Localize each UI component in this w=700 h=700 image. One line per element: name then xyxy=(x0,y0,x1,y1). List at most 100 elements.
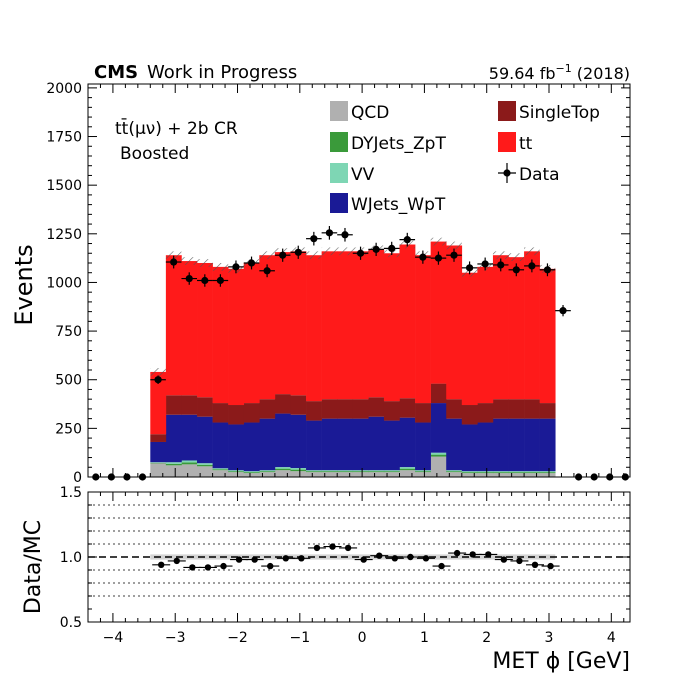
legend: QCD SingleTop DYJets_ZpT tt VV Data WJets_WpT xyxy=(330,101,600,215)
x-tick-label: 4 xyxy=(607,630,616,646)
ratio-point xyxy=(282,555,289,562)
bar-singletop xyxy=(197,397,213,417)
bar-singletop xyxy=(259,399,276,419)
mc-uncertainty-bin xyxy=(430,237,447,246)
bar-singletop xyxy=(321,399,338,419)
bar-vv xyxy=(524,471,540,473)
bar-qcd xyxy=(383,472,400,477)
x-tick-label: −2 xyxy=(227,630,248,646)
main-frame xyxy=(87,83,631,478)
bar-qcd xyxy=(165,465,182,477)
ratio-point xyxy=(173,557,180,565)
bar-vv xyxy=(492,471,509,473)
legend-label-tt: tt xyxy=(519,134,533,154)
ratio-point xyxy=(298,555,305,562)
bar-wjets-wpt xyxy=(415,422,431,471)
bar-tt xyxy=(259,255,276,400)
ratio-point xyxy=(453,549,461,557)
bar-vv xyxy=(352,470,369,472)
ratio-tick-label: 0.5 xyxy=(60,615,82,631)
ratio-point xyxy=(189,564,196,571)
bar-dyjets-zpt xyxy=(383,471,400,473)
ratio-ylabel: Data/MC xyxy=(21,520,46,614)
bar-wjets-wpt xyxy=(492,418,509,472)
main-ticks xyxy=(87,84,630,478)
bar-singletop xyxy=(181,395,198,415)
legend-label-vv: VV xyxy=(351,165,375,185)
bar-wjets-wpt xyxy=(337,418,354,471)
data-point xyxy=(528,262,536,270)
bar-qcd xyxy=(321,472,338,477)
data-point xyxy=(279,251,287,259)
bar-dyjets-zpt xyxy=(399,468,416,471)
x-tick-label: 1 xyxy=(420,630,429,646)
bar-wjets-wpt xyxy=(399,417,416,468)
bar-tt xyxy=(243,262,260,404)
ratio-point xyxy=(267,562,274,570)
bar-singletop xyxy=(290,395,307,415)
bar-tt xyxy=(461,272,478,406)
cms-label: CMS xyxy=(94,62,138,83)
data-point xyxy=(170,258,178,266)
mc-uncertainty-bin xyxy=(524,247,540,256)
bar-singletop xyxy=(368,397,385,417)
x-tick-label: −4 xyxy=(103,630,124,646)
bar-singletop xyxy=(399,398,416,418)
x-tick-label: −1 xyxy=(289,630,310,646)
bar-singletop xyxy=(430,383,447,404)
bar-qcd xyxy=(492,473,509,477)
data-point xyxy=(294,248,302,256)
data-point xyxy=(543,266,552,274)
data-point xyxy=(216,276,224,285)
ratio-point xyxy=(204,564,212,571)
bar-tt xyxy=(524,251,540,400)
bar-dyjets-zpt xyxy=(337,471,354,473)
bar-wjets-wpt xyxy=(150,441,167,463)
bar-wjets-wpt xyxy=(243,422,260,472)
data-point xyxy=(247,259,256,267)
bar-singletop xyxy=(150,434,167,442)
bar-vv xyxy=(228,470,245,472)
ratio-point xyxy=(329,543,336,550)
bar-dyjets-zpt xyxy=(352,471,369,473)
bar-vv xyxy=(274,467,291,469)
bar-qcd xyxy=(415,472,431,477)
bar-tt xyxy=(539,268,556,404)
bar-vv xyxy=(399,467,416,469)
ratio-tick-label: 1.0 xyxy=(60,550,82,566)
bar-tt xyxy=(430,241,447,384)
bar-dyjets-zpt xyxy=(243,472,260,474)
status-label: Work in Progress xyxy=(147,62,297,83)
bar-dyjets-zpt xyxy=(415,471,431,473)
legend-label-data: Data xyxy=(519,165,560,185)
bar-singletop xyxy=(539,403,556,419)
data-point xyxy=(512,266,520,274)
legend-swatch-dyjets-zpt xyxy=(330,132,348,152)
bar-dyjets-zpt xyxy=(430,454,447,457)
bar-tt xyxy=(399,244,416,399)
ratio-ticks xyxy=(87,491,630,623)
bar-qcd xyxy=(337,472,354,477)
bar-dyjets-zpt xyxy=(524,472,540,474)
main-ylabel: Events xyxy=(10,244,38,325)
bar-singletop xyxy=(383,401,400,421)
ratio-tick-labels: 0.5 1.0 1.5 xyxy=(60,485,82,631)
data-point xyxy=(341,231,349,239)
ratio-point xyxy=(438,562,445,570)
bar-qcd xyxy=(508,473,525,477)
bar-vv xyxy=(165,462,182,464)
data-point xyxy=(185,274,193,283)
bar-dyjets-zpt xyxy=(461,472,478,474)
ratio-point xyxy=(251,556,258,563)
bar-wjets-wpt xyxy=(321,418,338,471)
ratio-panel: 0.5 1.0 1.5 −4 −3 −2 −1 0 1 2 3 4 Data/MC MET ϕ [G… xyxy=(21,485,631,674)
bar-vv xyxy=(181,460,198,463)
ratio-gridlines xyxy=(88,504,630,597)
ratio-point xyxy=(485,551,492,558)
bar-dyjets-zpt xyxy=(197,464,213,467)
bar-qcd xyxy=(274,470,291,477)
bar-wjets-wpt xyxy=(477,422,494,472)
bar-dyjets-zpt xyxy=(477,472,494,474)
ratio-point xyxy=(391,555,399,562)
x-tick-label: 2 xyxy=(482,630,491,646)
